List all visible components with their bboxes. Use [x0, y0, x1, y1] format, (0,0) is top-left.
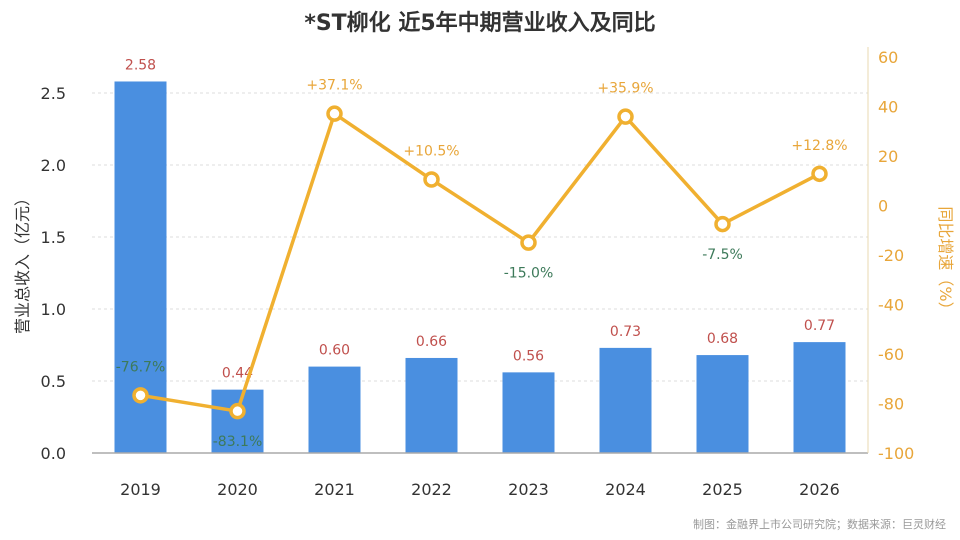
y-left-tick-label: 1.5 — [41, 228, 66, 247]
revenue-bar — [211, 389, 264, 453]
y-axis-right-title: 同比增速（%） — [936, 206, 955, 317]
y-right-tick-label: 60 — [878, 48, 898, 67]
y-axis-left-title: 营业总收入（亿元） — [13, 190, 32, 334]
y-right-tick-label: -80 — [878, 395, 904, 414]
x-tick-label: 2021 — [314, 480, 355, 499]
y-left-tick-label: 2.5 — [41, 84, 66, 103]
y-right-tick-label: 40 — [878, 98, 898, 117]
y-right-tick-label: -100 — [878, 444, 914, 463]
x-tick-label: 2019 — [120, 480, 161, 499]
axes: 0.0 0.5 1.0 1.5 2.0 2.5 -100 -80 -60 -40 -20 0 20 40 6… — [41, 47, 914, 499]
y-left-tick-label: 0.0 — [41, 444, 66, 463]
growth-value-label: -83.1% — [213, 434, 263, 450]
growth-value-label: +12.8% — [791, 138, 847, 154]
y-left-tick-label: 2.0 — [41, 156, 66, 175]
bar-series: 2.58 0.44 0.60 0.66 0.56 0.73 0.68 0.77 — [114, 57, 846, 453]
growth-value-label: -15.0% — [504, 266, 554, 282]
bar-value-label: 0.60 — [319, 343, 350, 359]
y-right-tick-label: -60 — [878, 345, 904, 364]
growth-point — [714, 215, 731, 233]
growth-point — [326, 105, 343, 122]
growth-point — [229, 402, 246, 420]
growth-point — [423, 171, 440, 188]
y-right-tick-label: 20 — [878, 147, 898, 166]
growth-value-label: +35.9% — [597, 81, 653, 97]
growth-point — [617, 108, 634, 125]
y-left-tick-label: 1.0 — [41, 300, 66, 319]
growth-line — [140, 111, 821, 413]
bar-value-label: 0.56 — [513, 348, 544, 364]
revenue-bar — [502, 372, 555, 453]
x-tick-label: 2023 — [508, 480, 549, 499]
growth-value-label: +10.5% — [403, 144, 459, 160]
chart-title: *ST柳化 近5年中期营业收入及同比 — [304, 10, 655, 36]
bar-value-label: 0.66 — [416, 334, 447, 350]
bar-value-label: 0.73 — [610, 324, 641, 340]
source-note: 制图：金融界上市公司研究院；数据来源：巨灵财经 — [693, 517, 946, 531]
revenue-bar — [599, 347, 652, 453]
x-tick-label: 2024 — [605, 480, 646, 499]
growth-value-label: +37.1% — [306, 78, 362, 94]
growth-point — [520, 234, 537, 251]
y-left-tick-label: 0.5 — [41, 372, 66, 391]
x-tick-label: 2025 — [702, 480, 743, 499]
growth-value-label: -76.7% — [116, 359, 166, 375]
growth-point — [132, 387, 149, 404]
x-tick-label: 2026 — [799, 480, 840, 499]
y-right-tick-label: 0 — [878, 197, 888, 216]
revenue-bar — [308, 366, 361, 453]
bar-value-label: 0.44 — [222, 366, 253, 382]
revenue-bar — [405, 357, 458, 453]
bar-value-label: 0.77 — [804, 318, 835, 334]
growth-value-label: -7.5% — [702, 247, 743, 263]
y-right-tick-label: -20 — [878, 246, 904, 265]
bar-value-label: 0.68 — [707, 331, 738, 347]
bar-value-label: 2.58 — [125, 57, 156, 73]
x-tick-label: 2022 — [411, 480, 452, 499]
x-tick-label: 2020 — [217, 480, 258, 499]
growth-line-series: -76.7% -83.1% +37.1% +10.5% -15.0% +35.9% -7.5… — [116, 78, 848, 450]
grid-lines — [92, 92, 868, 382]
y-right-tick-label: -40 — [878, 296, 904, 315]
growth-point — [811, 165, 828, 183]
revenue-bar — [793, 342, 846, 453]
revenue-bar — [696, 355, 749, 453]
